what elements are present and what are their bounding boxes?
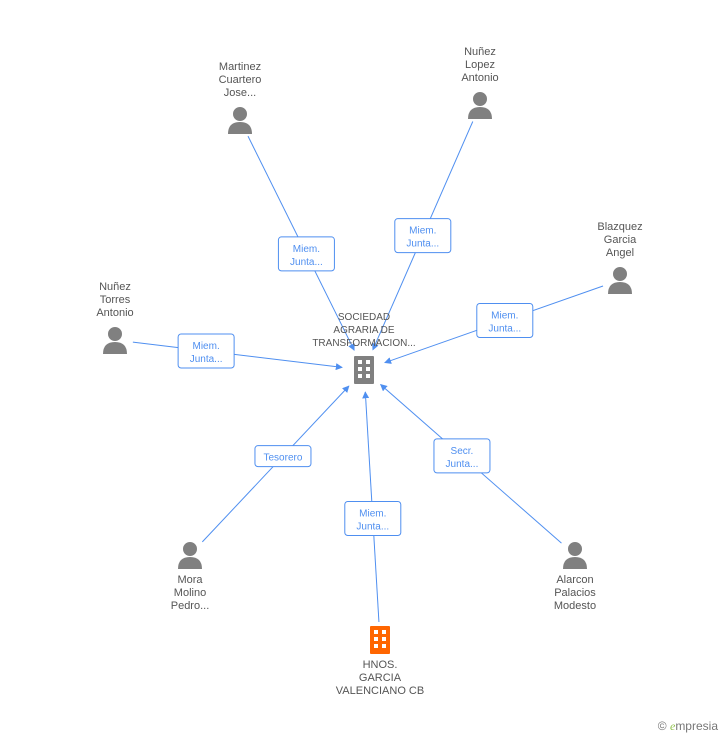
building-icon[interactable] xyxy=(370,626,390,654)
edge-label[interactable]: Miem.Junta... xyxy=(395,219,451,253)
node-label: NuñezLopezAntonio xyxy=(461,46,498,84)
edge-label[interactable]: Tesorero xyxy=(255,446,311,467)
svg-text:Tesorero: Tesorero xyxy=(264,453,303,464)
person-icon[interactable] xyxy=(228,107,252,134)
person-icon[interactable] xyxy=(468,92,492,119)
person-icon[interactable] xyxy=(103,327,127,354)
person-icon[interactable] xyxy=(563,542,587,569)
node-label: BlazquezGarciaAngel xyxy=(597,221,642,259)
person-icon[interactable] xyxy=(608,267,632,294)
node-label: HNOS.GARCIAVALENCIANO CB xyxy=(336,659,424,697)
edge-label[interactable]: Miem.Junta... xyxy=(178,334,234,368)
center-node[interactable]: SOCIEDADAGRARIA DETRANSFORMACION... xyxy=(312,312,415,384)
person-icon[interactable] xyxy=(178,542,202,569)
node-mora[interactable]: MoraMolinoPedro... xyxy=(171,542,210,612)
edge-label[interactable]: Miem.Junta... xyxy=(345,502,401,536)
node-label: MoraMolinoPedro... xyxy=(171,574,210,612)
edge-label[interactable]: Secr.Junta... xyxy=(434,439,490,473)
node-label: NuñezTorresAntonio xyxy=(96,281,133,319)
node-label: AlarconPalaciosModesto xyxy=(554,574,596,612)
node-martinez[interactable]: MartinezCuarteroJose... xyxy=(219,61,262,134)
node-label: MartinezCuarteroJose... xyxy=(219,61,262,99)
network-diagram: Miem.Junta... Miem.Junta... Miem.Junta... M… xyxy=(0,0,728,740)
node-nunez_lopez[interactable]: NuñezLopezAntonio xyxy=(461,46,498,119)
nodes-layer: SOCIEDADAGRARIA DETRANSFORMACION... Marti… xyxy=(96,46,642,697)
node-blazquez[interactable]: BlazquezGarciaAngel xyxy=(597,221,642,294)
relationship-edge xyxy=(133,342,342,367)
node-label: SOCIEDADAGRARIA DETRANSFORMACION... xyxy=(312,312,415,349)
building-icon[interactable] xyxy=(354,356,374,384)
node-hnos[interactable]: HNOS.GARCIAVALENCIANO CB xyxy=(336,626,424,697)
edge-label[interactable]: Miem.Junta... xyxy=(477,304,533,338)
credit-text: © empresia xyxy=(658,719,719,733)
edge-label[interactable]: Miem.Junta... xyxy=(278,237,334,271)
node-alarcon[interactable]: AlarconPalaciosModesto xyxy=(554,542,596,612)
node-nunez_torres[interactable]: NuñezTorresAntonio xyxy=(96,281,133,354)
